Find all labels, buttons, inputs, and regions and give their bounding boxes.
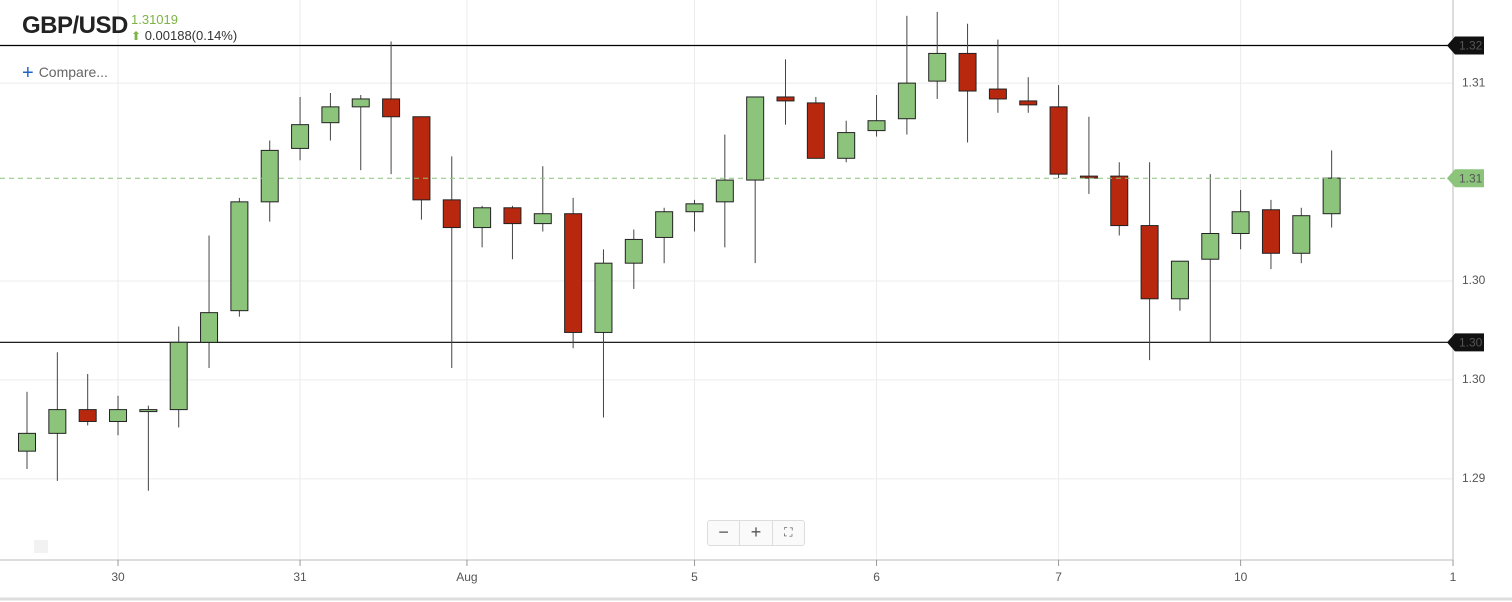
symbol: GBP/USD	[22, 12, 128, 39]
candle-body	[1110, 175, 1129, 227]
zoom-out[interactable]: −	[708, 521, 741, 545]
x-tick-label: 6	[873, 570, 880, 584]
candle-body	[1170, 260, 1189, 300]
compare-button[interactable]: + Compare...	[22, 62, 108, 85]
candle-body	[169, 341, 188, 411]
candle-body	[1079, 175, 1098, 179]
candle-body	[1261, 209, 1280, 254]
price-tag	[1447, 333, 1484, 352]
candle-body	[837, 132, 856, 159]
overlays: 1.31 1.30 1.30 1.29 30 31 Aug 5 6 7 10 1 1.32 1.30 1.3…	[111, 36, 1486, 584]
candle-body	[1019, 100, 1038, 106]
candle-body	[321, 106, 340, 124]
candle-body	[685, 203, 704, 213]
y-tick-label: 1.30	[1462, 273, 1486, 287]
price-tag	[1447, 169, 1484, 188]
candle-body	[1231, 211, 1250, 234]
candle-body	[746, 96, 765, 181]
candle-body	[412, 116, 431, 201]
candle-body	[533, 213, 552, 225]
candle-body	[624, 238, 643, 264]
candle-body	[897, 82, 916, 120]
grid	[0, 0, 1454, 560]
candle-body	[1201, 232, 1220, 260]
x-tick-label: 1	[1450, 570, 1457, 584]
candle-body	[18, 432, 37, 452]
candle-body	[594, 262, 613, 333]
fullscreen[interactable]: ⛶	[784, 525, 793, 539]
candle-body	[867, 120, 886, 132]
candle-body	[382, 98, 401, 118]
candle-body	[230, 201, 249, 312]
candle-body	[1140, 225, 1159, 300]
candle-body	[442, 199, 461, 229]
candle-body	[655, 211, 674, 238]
candle-body	[260, 149, 279, 203]
candle-body	[1292, 215, 1311, 254]
candle-body	[988, 88, 1007, 100]
price-tag-label: 1.30	[1459, 336, 1483, 350]
y-tick-label: 1.29	[1462, 471, 1486, 485]
zoom-controls: − + ⛶	[707, 520, 805, 546]
x-tick-label: Aug	[456, 570, 477, 584]
x-tick-label: 10	[1234, 570, 1248, 584]
candle-body	[1322, 177, 1341, 215]
y-tick-label: 1.30	[1462, 372, 1486, 386]
candle-body	[958, 52, 977, 92]
candle-body	[503, 207, 522, 225]
compare-label: Compare...	[38, 64, 108, 80]
corner-box	[34, 540, 48, 553]
candle-body	[715, 179, 734, 203]
price-tag-label: 1.32	[1459, 39, 1483, 53]
candle-body	[109, 409, 128, 422]
candle-body	[139, 409, 158, 413]
plot-area	[0, 11, 1453, 491]
candle-body	[473, 207, 492, 229]
x-tick-label: 7	[1055, 570, 1062, 584]
x-tick-label: 30	[111, 570, 125, 584]
change: ⬆ 0.00188(0.14%)	[131, 28, 237, 43]
price: 1.31019	[131, 12, 178, 27]
plus-icon: +	[22, 62, 34, 84]
candle-body	[928, 52, 947, 82]
zoom-in[interactable]: +	[740, 521, 773, 545]
x-tick-label: 5	[691, 570, 698, 584]
price-tag-label: 1.31	[1459, 171, 1483, 185]
candle-body	[291, 124, 310, 149]
candle-body	[200, 312, 219, 343]
x-tick-label: 31	[293, 570, 307, 584]
candle-body	[48, 409, 67, 434]
candle-body	[776, 96, 795, 102]
change-value: 0.00188(0.14%)	[144, 28, 238, 43]
up-arrow: ⬆	[131, 29, 142, 43]
y-tick-label: 1.31	[1462, 75, 1486, 89]
price-tag	[1447, 36, 1484, 55]
candle-body	[806, 102, 825, 159]
candle-body	[564, 213, 583, 333]
candle-body	[78, 409, 97, 422]
candle-body	[351, 98, 370, 108]
candle-body	[1049, 106, 1068, 175]
